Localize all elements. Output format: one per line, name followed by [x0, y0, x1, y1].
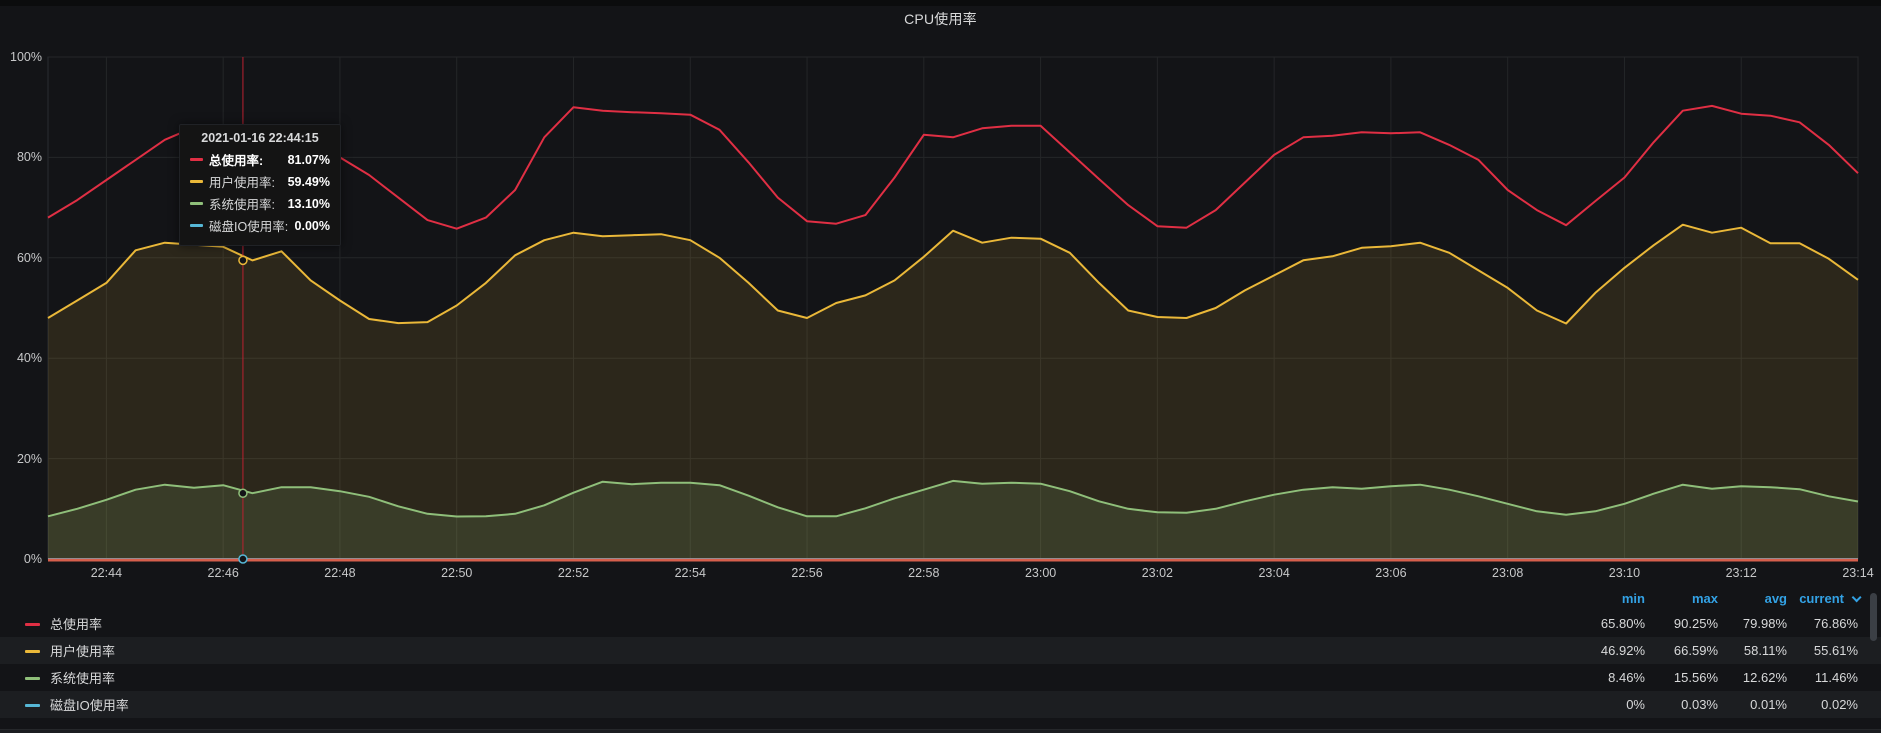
tooltip-row: 总使用率: 81.07%	[190, 150, 330, 169]
y-tick-label: 60%	[16, 250, 42, 265]
legend-table: min max avg current 总使用率 65.80% 90.25% 79.98% 7…	[0, 588, 1881, 720]
legend-series-label[interactable]: 用户使用率	[50, 644, 116, 660]
x-tick-label: 22:56	[791, 566, 823, 580]
legend-min-value: 65.80%	[1600, 616, 1645, 631]
series-line	[47, 223, 1859, 325]
panel-title[interactable]: CPU使用率	[904, 11, 977, 27]
legend-series-label[interactable]: 总使用率	[50, 617, 103, 633]
series-color-dash	[190, 202, 203, 205]
legend-series-label[interactable]: 磁盘IO使用率	[50, 698, 129, 714]
series-color-dash	[25, 650, 40, 654]
legend-max-value: 0.03%	[1681, 697, 1718, 712]
x-tick-label: 22:44	[90, 566, 123, 580]
series-color-dash	[25, 623, 40, 627]
series-fill	[48, 224, 1858, 559]
series-color-dash	[190, 158, 203, 161]
hover-marker	[238, 255, 248, 266]
legend-min-value: 8.46%	[1608, 670, 1645, 685]
legend-current-value: 0.02%	[1821, 697, 1858, 712]
cpu-usage-chart[interactable]: 0% 20% 40% 60% 80% 100% 22:44 22:46 22:48 22:50 2…	[0, 0, 1881, 592]
legend-max-value: 90.25%	[1673, 616, 1718, 631]
y-tick-label: 80%	[16, 150, 42, 165]
hover-marker	[238, 554, 248, 564]
legend-rows: 总使用率 65.80% 90.25% 79.98% 76.86% 用户使用率 46.92% 6…	[0, 610, 1881, 718]
legend-column-header-avg[interactable]: avg	[1764, 591, 1787, 606]
panel-bottom-strip	[0, 729, 1881, 733]
hover-marker	[238, 488, 248, 498]
y-tick-label: 100%	[10, 50, 42, 64]
series-color-dash	[190, 180, 203, 183]
tooltip-series-value: 81.07%	[287, 152, 330, 167]
x-tick-label: 23:08	[1492, 566, 1524, 580]
x-tick-label: 22:48	[324, 566, 356, 580]
series-color-dash	[25, 704, 40, 708]
tooltip-row: 磁盘IO使用率: 0.00%	[190, 216, 330, 235]
series-line	[47, 104, 1859, 230]
x-tick-label: 22:46	[207, 566, 239, 580]
y-tick-label: 20%	[16, 451, 42, 466]
legend-row: 磁盘IO使用率 0% 0.03% 0.01% 0.02%	[0, 691, 1881, 718]
legend-avg-value: 0.01%	[1750, 697, 1787, 712]
x-tick-label: 23:06	[1375, 566, 1407, 580]
legend-avg-value: 79.98%	[1742, 616, 1787, 631]
legend-min-value: 0%	[1626, 697, 1645, 712]
chart-tooltip: 2021-01-16 22:44:15 总使用率: 81.07% 用户使用率: 59.…	[179, 124, 341, 246]
legend-max-value: 15.56%	[1673, 670, 1718, 685]
legend-column-header-max[interactable]: max	[1691, 591, 1718, 606]
legend-row: 总使用率 65.80% 90.25% 79.98% 76.86%	[0, 610, 1881, 637]
series-color-dash	[25, 677, 40, 681]
sort-chevron-down-icon	[1851, 592, 1862, 603]
tooltip-row: 系统使用率: 13.10%	[190, 194, 330, 213]
series-color-dash	[190, 224, 203, 227]
y-tick-label: 40%	[16, 351, 42, 366]
x-tick-label: 22:58	[908, 566, 940, 580]
legend-series-label[interactable]: 系统使用率	[50, 671, 116, 687]
legend-current-value: 76.86%	[1813, 616, 1858, 631]
page-top-strip	[0, 0, 1881, 6]
x-tick-label: 23:12	[1725, 566, 1757, 580]
legend-scrollbar-thumb[interactable]	[1870, 593, 1877, 641]
tooltip-rows: 总使用率: 81.07% 用户使用率: 59.49% 系统使用率: 13.10% 磁盘IO使…	[190, 150, 330, 235]
legend-row: 用户使用率 46.92% 66.59% 58.11% 55.61%	[0, 637, 1881, 664]
legend-row: 系统使用率 8.46% 15.56% 12.62% 11.46%	[0, 664, 1881, 691]
legend-min-value: 46.92%	[1600, 643, 1645, 658]
legend-column-header-current[interactable]: current	[1768, 591, 1862, 606]
tooltip-series-value: 0.00%	[294, 218, 330, 233]
x-tick-label: 23:02	[1141, 566, 1173, 580]
tooltip-row: 用户使用率: 59.49%	[190, 172, 330, 191]
legend-header: min max avg current	[0, 588, 1881, 610]
legend-current-value: 11.46%	[1814, 670, 1858, 685]
x-tick-label: 22:54	[674, 566, 706, 580]
x-tick-label: 22:50	[441, 566, 473, 580]
x-tick-label: 23:04	[1258, 566, 1290, 580]
x-tick-label: 23:14	[1842, 566, 1874, 580]
legend-column-header-min[interactable]: min	[1621, 591, 1645, 606]
legend-avg-value: 58.11%	[1743, 643, 1787, 658]
x-tick-label: 22:52	[557, 566, 590, 580]
legend-current-value: 55.61%	[1813, 643, 1858, 658]
tooltip-series-value: 59.49%	[287, 174, 330, 189]
tooltip-series-label: 系统使用率:	[209, 198, 275, 212]
plot-canvas[interactable]	[0, 0, 1881, 592]
series-fill	[48, 480, 1858, 559]
tooltip-timestamp: 2021-01-16 22:44:15	[201, 131, 319, 145]
tooltip-series-label: 磁盘IO使用率:	[209, 220, 289, 234]
x-tick-label: 23:00	[1024, 566, 1057, 580]
series-line	[47, 479, 1859, 518]
tooltip-series-label: 总使用率:	[209, 154, 264, 168]
legend-avg-value: 12.62%	[1742, 670, 1787, 685]
legend-max-value: 66.59%	[1673, 643, 1718, 658]
tooltip-series-value: 13.10%	[287, 196, 330, 211]
tooltip-series-label: 用户使用率:	[209, 176, 275, 190]
x-tick-label: 23:10	[1608, 566, 1641, 580]
y-tick-label: 0%	[23, 552, 42, 566]
